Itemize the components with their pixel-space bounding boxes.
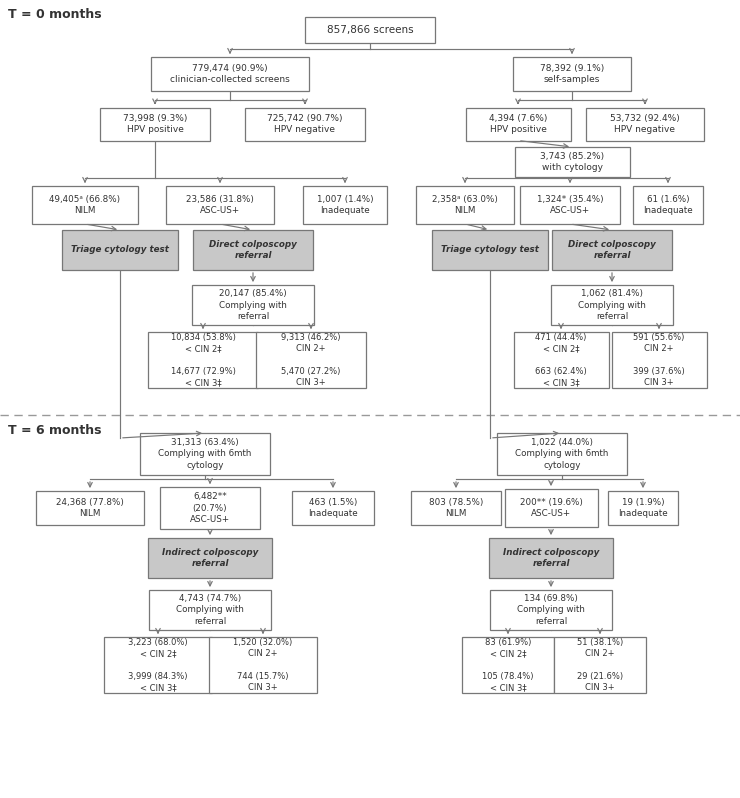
FancyBboxPatch shape [32, 186, 138, 224]
FancyBboxPatch shape [514, 147, 630, 177]
Text: 83 (61.9%)
< CIN 2‡

105 (78.4%)
< CIN 3‡: 83 (61.9%) < CIN 2‡ 105 (78.4%) < CIN 3‡ [482, 638, 534, 693]
FancyBboxPatch shape [586, 108, 704, 140]
Text: 61 (1.6%)
Inadequate: 61 (1.6%) Inadequate [643, 195, 693, 215]
FancyBboxPatch shape [416, 186, 514, 224]
FancyBboxPatch shape [256, 332, 366, 388]
Text: Indirect colposcopy
referral: Indirect colposcopy referral [162, 547, 258, 568]
Text: 24,368 (77.8%)
NILM: 24,368 (77.8%) NILM [56, 498, 124, 518]
Text: 591 (55.6%)
CIN 2+

399 (37.6%)
CIN 3+: 591 (55.6%) CIN 2+ 399 (37.6%) CIN 3+ [633, 333, 685, 387]
Text: 20,147 (85.4%)
Complying with
referral: 20,147 (85.4%) Complying with referral [219, 289, 287, 321]
Text: 2,358ᵃ (63.0%)
NILM: 2,358ᵃ (63.0%) NILM [432, 195, 498, 215]
FancyBboxPatch shape [149, 590, 271, 630]
Text: 31,313 (63.4%)
Complying with 6mth
cytology: 31,313 (63.4%) Complying with 6mth cytol… [158, 438, 252, 470]
FancyBboxPatch shape [489, 538, 613, 578]
Text: 4,743 (74.7%)
Complying with
referral: 4,743 (74.7%) Complying with referral [176, 594, 244, 626]
Text: 9,313 (46.2%)
CIN 2+

5,470 (27.2%)
CIN 3+: 9,313 (46.2%) CIN 2+ 5,470 (27.2%) CIN 3… [281, 333, 340, 387]
FancyBboxPatch shape [104, 637, 212, 693]
FancyBboxPatch shape [552, 230, 672, 270]
FancyBboxPatch shape [36, 491, 144, 525]
FancyBboxPatch shape [554, 637, 646, 693]
FancyBboxPatch shape [497, 433, 627, 475]
Text: 78,392 (9.1%)
self-samples: 78,392 (9.1%) self-samples [540, 64, 604, 85]
FancyBboxPatch shape [193, 230, 313, 270]
Text: Triage cytology test: Triage cytology test [71, 246, 169, 255]
FancyBboxPatch shape [140, 433, 270, 475]
Text: 1,022 (44.0%)
Complying with 6mth
cytology: 1,022 (44.0%) Complying with 6mth cytolo… [515, 438, 609, 470]
Text: 51 (38.1%)
CIN 2+

29 (21.6%)
CIN 3+: 51 (38.1%) CIN 2+ 29 (21.6%) CIN 3+ [577, 638, 623, 693]
FancyBboxPatch shape [166, 186, 274, 224]
Text: 471 (44.4%)
< CIN 2‡

663 (62.4%)
< CIN 3‡: 471 (44.4%) < CIN 2‡ 663 (62.4%) < CIN 3… [535, 333, 587, 387]
Text: T = 6 months: T = 6 months [8, 424, 101, 437]
Text: 73,998 (9.3%)
HPV positive: 73,998 (9.3%) HPV positive [123, 114, 187, 134]
Text: 134 (69.8%)
Complying with
referral: 134 (69.8%) Complying with referral [517, 594, 585, 626]
FancyBboxPatch shape [411, 491, 501, 525]
Text: 3,223 (68.0%)
< CIN 2‡

3,999 (84.3%)
< CIN 3‡: 3,223 (68.0%) < CIN 2‡ 3,999 (84.3%) < C… [128, 638, 188, 693]
FancyBboxPatch shape [611, 332, 707, 388]
Text: 779,474 (90.9%)
clinician-collected screens: 779,474 (90.9%) clinician-collected scre… [170, 64, 290, 85]
Text: Direct colposcopy
referral: Direct colposcopy referral [209, 239, 297, 260]
Text: T = 0 months: T = 0 months [8, 7, 101, 21]
FancyBboxPatch shape [62, 230, 178, 270]
Text: 803 (78.5%)
NILM: 803 (78.5%) NILM [428, 498, 483, 518]
FancyBboxPatch shape [551, 285, 673, 325]
FancyBboxPatch shape [192, 285, 314, 325]
Text: 6,482**
(20.7%)
ASC-US+: 6,482** (20.7%) ASC-US+ [190, 492, 230, 524]
FancyBboxPatch shape [148, 538, 272, 578]
Text: Indirect colposcopy
referral: Indirect colposcopy referral [502, 547, 599, 568]
Text: 49,405ᵃ (66.8%)
NILM: 49,405ᵃ (66.8%) NILM [50, 195, 121, 215]
FancyBboxPatch shape [514, 332, 608, 388]
FancyBboxPatch shape [148, 332, 258, 388]
Text: Triage cytology test: Triage cytology test [441, 246, 539, 255]
FancyBboxPatch shape [432, 230, 548, 270]
Text: 857,866 screens: 857,866 screens [326, 25, 414, 35]
Text: 200** (19.6%)
ASC-US+: 200** (19.6%) ASC-US+ [519, 498, 582, 518]
Text: 725,742 (90.7%)
HPV negative: 725,742 (90.7%) HPV negative [267, 114, 343, 134]
FancyBboxPatch shape [303, 186, 387, 224]
FancyBboxPatch shape [490, 590, 612, 630]
FancyBboxPatch shape [462, 637, 554, 693]
Text: 463 (1.5%)
Inadequate: 463 (1.5%) Inadequate [308, 498, 358, 518]
FancyBboxPatch shape [465, 108, 571, 140]
Text: 1,007 (1.4%)
Inadequate: 1,007 (1.4%) Inadequate [317, 195, 373, 215]
FancyBboxPatch shape [520, 186, 620, 224]
FancyBboxPatch shape [292, 491, 374, 525]
Text: 10,834 (53.8%)
< CIN 2‡

14,677 (72.9%)
< CIN 3‡: 10,834 (53.8%) < CIN 2‡ 14,677 (72.9%) <… [170, 333, 235, 387]
Text: 23,586 (31.8%)
ASC-US+: 23,586 (31.8%) ASC-US+ [186, 195, 254, 215]
Text: 53,732 (92.4%)
HPV negative: 53,732 (92.4%) HPV negative [610, 114, 680, 134]
FancyBboxPatch shape [505, 489, 597, 527]
FancyBboxPatch shape [305, 17, 435, 43]
FancyBboxPatch shape [513, 57, 631, 91]
Text: 1,324* (35.4%)
ASC-US+: 1,324* (35.4%) ASC-US+ [536, 195, 603, 215]
FancyBboxPatch shape [209, 637, 317, 693]
Text: 19 (1.9%)
Inadequate: 19 (1.9%) Inadequate [618, 498, 667, 518]
FancyBboxPatch shape [100, 108, 210, 140]
Text: 1,520 (32.0%)
CIN 2+

744 (15.7%)
CIN 3+: 1,520 (32.0%) CIN 2+ 744 (15.7%) CIN 3+ [233, 638, 292, 693]
FancyBboxPatch shape [633, 186, 703, 224]
FancyBboxPatch shape [245, 108, 365, 140]
FancyBboxPatch shape [608, 491, 678, 525]
FancyBboxPatch shape [160, 487, 260, 529]
Text: 1,062 (81.4%)
Complying with
referral: 1,062 (81.4%) Complying with referral [578, 289, 646, 321]
Text: 3,743 (85.2%)
with cytology: 3,743 (85.2%) with cytology [540, 152, 604, 172]
FancyBboxPatch shape [151, 57, 309, 91]
Text: 4,394 (7.6%)
HPV positive: 4,394 (7.6%) HPV positive [489, 114, 547, 134]
Text: Direct colposcopy
referral: Direct colposcopy referral [568, 239, 656, 260]
